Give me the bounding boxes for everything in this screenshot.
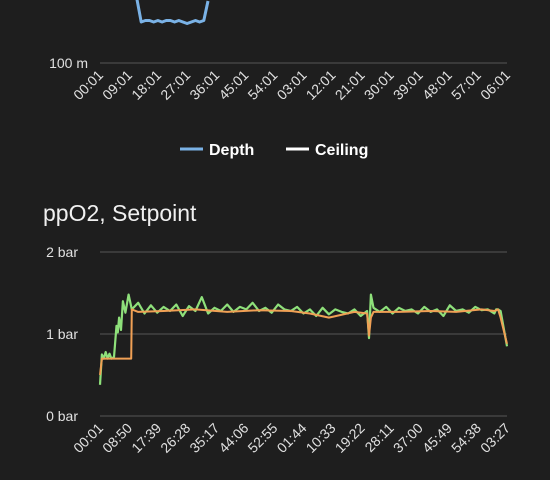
depth-x-tick-label: 00:01 (70, 67, 106, 103)
ppo2-series-line (98, 293, 509, 385)
ppo2-x-tick-label: 37:00 (390, 420, 426, 456)
ppo2-x-tick-label: 17:39 (128, 420, 164, 456)
legend-ceiling-label: Ceiling (315, 142, 368, 159)
depth-series-line (135, 0, 210, 25)
ppo2-y-tick-1: 1 bar (46, 326, 78, 342)
ppo2-x-tick-label: 45:49 (419, 420, 455, 456)
depth-x-tick-label: 36:01 (186, 67, 222, 103)
ppo2-x-tick-label: 03:27 (477, 420, 513, 456)
depth-x-tick-label: 45:01 (215, 67, 251, 103)
ppo2-x-tick-label: 08:50 (99, 420, 135, 456)
ppo2-x-tick-label: 54:38 (448, 420, 484, 456)
depth-x-tick-label: 18:01 (128, 67, 164, 103)
ppo2-chart: ppO2, Setpoint 2 bar 1 bar 0 bar 00:0108… (43, 200, 513, 456)
ppo2-x-tick-label: 00:01 (70, 420, 106, 456)
depth-x-tick-label: 21:01 (332, 67, 368, 103)
depth-x-tick-label: 03:01 (274, 67, 310, 103)
depth-x-tick-label: 09:01 (99, 67, 135, 103)
depth-x-tick-label: 39:01 (390, 67, 426, 103)
depth-x-ticks: 00:0109:0118:0127:0136:0145:0154:0103:01… (70, 67, 513, 103)
ppo2-x-tick-label: 19:22 (332, 420, 368, 456)
legend-depth-label: Depth (209, 142, 254, 159)
depth-x-tick-label: 48:01 (419, 67, 455, 103)
setpoint-series-line (99, 308, 508, 376)
ppo2-x-tick-label: 10:33 (303, 420, 339, 456)
ppo2-x-tick-label: 44:06 (215, 420, 251, 456)
depth-chart: 100 m 00:0109:0118:0127:0136:0145:0154:0… (49, 0, 513, 103)
depth-x-tick-label: 54:01 (244, 67, 280, 103)
depth-legend: Depth Ceiling (180, 142, 368, 159)
ppo2-x-tick-label: 28:11 (361, 420, 397, 456)
depth-y-tick: 100 m (49, 55, 88, 71)
depth-x-tick-label: 06:01 (477, 67, 513, 103)
ppo2-x-tick-label: 01:44 (274, 420, 310, 456)
ppo2-x-ticks: 00:0108:5017:3926:2835:1744:0652:5501:44… (70, 420, 513, 456)
depth-x-tick-label: 57:01 (448, 67, 484, 103)
ppo2-x-tick-label: 52:55 (244, 420, 280, 456)
ppo2-x-tick-label: 35:17 (186, 420, 222, 456)
ppo2-x-tick-label: 26:28 (157, 420, 193, 456)
ppo2-y-tick-0: 0 bar (46, 408, 78, 424)
depth-x-tick-label: 12:01 (303, 67, 339, 103)
ppo2-y-tick-2: 2 bar (46, 244, 78, 260)
depth-x-tick-label: 27:01 (157, 67, 193, 103)
depth-x-tick-label: 30:01 (361, 67, 397, 103)
ppo2-chart-title: ppO2, Setpoint (43, 200, 197, 226)
